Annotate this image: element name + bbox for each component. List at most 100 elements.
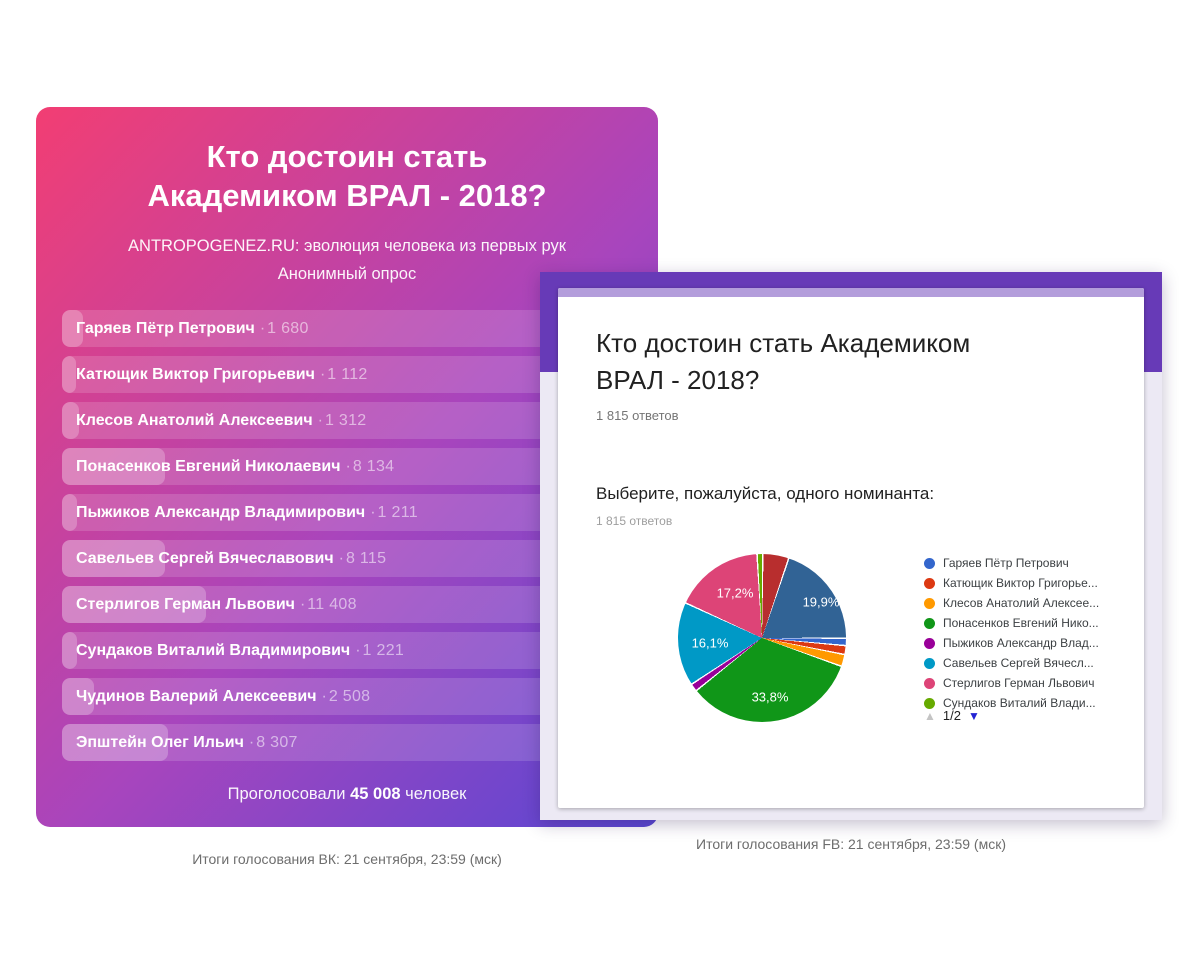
vk-option-separator: · (319, 366, 326, 383)
vk-option-votes: 1 680 (267, 320, 309, 337)
legend-item-label: Гаряев Пётр Петрович (943, 556, 1069, 570)
vk-option-separator: · (321, 688, 327, 705)
legend-color-dot-icon (924, 697, 935, 709)
form-title: Кто достоин стать Академиком ВРАЛ - 2018… (596, 328, 971, 395)
vk-option-progress-bar (62, 356, 77, 393)
legend-item: Гаряев Пётр Петрович (924, 556, 1099, 570)
legend-item: Савельев Сергей Вячесл... (924, 656, 1099, 670)
pie-slice-percent-label: 16,1% (691, 635, 729, 651)
legend-item-label: Катющик Виктор Григорье... (943, 576, 1098, 590)
pie-slice-percent-label: 17,2% (716, 585, 754, 601)
vk-poll-option-row[interactable]: Клесов Анатолий Алексеевич · 1 312 (62, 402, 633, 439)
vk-option-votes: 8 134 (352, 458, 395, 475)
vk-poll-title-line2: Академиком ВРАЛ - 2018? (147, 178, 547, 213)
form-responses-count: 1 815 ответов (596, 408, 679, 423)
vk-option-votes: 11 408 (307, 596, 357, 613)
vk-poll-card: Кто достоин стать Академиком ВРАЛ - 2018… (36, 107, 658, 827)
legend-item: Понасенков Евгений Нико... (924, 616, 1099, 630)
legend-color-dot-icon (924, 577, 935, 589)
vk-option-separator: · (248, 734, 255, 751)
vk-option-name: Савельев Сергей Вячеславович (76, 550, 334, 567)
vk-option-progress-bar (62, 494, 78, 531)
legend-color-dot-icon (924, 657, 935, 669)
vk-option-votes: 1 221 (362, 642, 405, 659)
vk-option-votes: 1 211 (377, 504, 418, 521)
form-card-accent-strip (558, 288, 1144, 297)
vk-poll-title-line1: Кто достоин стать (206, 139, 488, 174)
vk-poll-options-list: Гаряев Пётр Петрович · 1 680 Катющик Викто… (62, 310, 633, 770)
legend-item-label: Сундаков Виталий Влади... (943, 696, 1096, 710)
vk-option-separator: · (317, 412, 323, 429)
vk-option-votes: 8 307 (256, 734, 298, 751)
legend-item: Катющик Виктор Григорье... (924, 576, 1099, 590)
vk-poll-option-row[interactable]: Катющик Виктор Григорьевич · 1 112 (62, 356, 633, 393)
legend-color-dot-icon (924, 557, 935, 569)
vk-poll-subtitle: ANTROPOGENEZ.RU: эволюция человека из пе… (128, 237, 566, 255)
vk-option-name: Понасенков Евгений Николаевич (76, 458, 341, 475)
vk-poll-option-row[interactable]: Пыжиков Александр Владимирович · 1 211 (62, 494, 633, 531)
legend-color-dot-icon (924, 637, 935, 649)
legend-item: Стерлигов Герман Львович (924, 676, 1099, 690)
legend-item-label: Понасенков Евгений Нико... (943, 616, 1099, 630)
google-form-panel: Кто достоин стать Академиком ВРАЛ - 2018… (540, 272, 1162, 820)
vk-poll-footer: Проголосовали 45 008 человек (36, 785, 658, 804)
vk-option-progress-bar (62, 632, 78, 669)
vk-option-separator: · (355, 642, 361, 659)
form-results-card: Кто достоин стать Академиком ВРАЛ - 2018… (558, 288, 1144, 808)
vk-option-separator: · (259, 320, 266, 337)
legend-item-label: Савельев Сергей Вячесл... (943, 656, 1094, 670)
pie-chart: 19,9% 33,8% 16,1% 17,2% (678, 554, 846, 722)
vk-footer-suffix: человек (400, 785, 467, 803)
legend-item: Пыжиков Александр Влад... (924, 636, 1099, 650)
legend-item-label: Клесов Анатолий Алексее... (943, 596, 1100, 610)
vk-poll-option-row[interactable]: Савельев Сергей Вячеславович · 8 115 (62, 540, 633, 577)
fb-results-caption: Итоги голосования FB: 21 сентября, 23:59… (696, 836, 1006, 852)
vk-option-name: Катющик Виктор Григорьевич (76, 366, 315, 383)
vk-poll-type: Анонимный опрос (277, 265, 417, 283)
legend-page-down-icon[interactable]: ▼ (967, 708, 980, 723)
legend-item-label: Стерлигов Герман Львович (943, 676, 1095, 690)
legend-item: Клесов Анатолий Алексее... (924, 596, 1099, 610)
vk-option-separator: · (299, 596, 306, 613)
legend-color-dot-icon (924, 617, 935, 629)
legend-color-dot-icon (924, 677, 935, 689)
vk-poll-option-row[interactable]: Эпштейн Олег Ильич · 8 307 (62, 724, 633, 761)
vk-option-progress-bar (62, 678, 94, 715)
legend-page-indicator: 1/2 (942, 708, 961, 723)
vk-total-votes: 45 008 (350, 785, 401, 803)
vk-option-votes: 8 115 (345, 550, 387, 567)
vk-option-separator: · (370, 504, 376, 521)
vk-option-progress-bar (62, 724, 168, 761)
vk-poll-option-row[interactable]: Сундаков Виталий Владимирович · 1 221 (62, 632, 633, 669)
vk-option-votes: 1 312 (324, 412, 367, 429)
form-question-responses: 1 815 ответов (596, 514, 673, 528)
legend-color-dot-icon (924, 597, 935, 609)
vk-option-progress-bar (62, 586, 207, 623)
vk-poll-title: Кто достоин стать Академиком ВРАЛ - 2018… (56, 137, 638, 215)
vk-option-progress-bar (62, 540, 165, 577)
vk-poll-option-row[interactable]: Понасенков Евгений Николаевич · 8 134 (62, 448, 633, 485)
vk-option-separator: · (345, 458, 351, 475)
vk-poll-option-row[interactable]: Стерлигов Герман Львович · 11 408 (62, 586, 633, 623)
vk-option-name: Чудинов Валерий Алексеевич (76, 688, 317, 705)
vk-option-name: Эпштейн Олег Ильич (76, 734, 244, 751)
pie-slice-percent-label: 33,8% (751, 689, 789, 705)
vk-option-votes: 1 112 (327, 366, 368, 383)
vk-option-name: Клесов Анатолий Алексеевич (76, 412, 313, 429)
form-question-title: Выберите, пожалуйста, одного номинанта: (596, 484, 935, 503)
pie-chart-legend: Гаряев Пётр Петрович Катющик Виктор Григ… (924, 556, 1099, 716)
pie-slice-percent-label: 19,9% (802, 594, 840, 610)
vk-option-name: Стерлигов Герман Львович (76, 596, 295, 613)
vk-option-votes: 2 508 (328, 688, 371, 705)
vk-option-progress-bar (62, 402, 79, 439)
vk-option-progress-bar (62, 310, 84, 347)
vk-option-progress-bar (62, 448, 166, 485)
legend-pagination: ▲ 1/2 ▼ (924, 708, 980, 723)
legend-item: Сундаков Виталий Влади... (924, 696, 1099, 710)
vk-option-name: Гаряев Пётр Петрович (76, 320, 255, 337)
legend-page-up-icon[interactable]: ▲ (924, 708, 936, 723)
vk-footer-prefix: Проголосовали (227, 785, 351, 803)
vk-poll-option-row[interactable]: Чудинов Валерий Алексеевич · 2 508 (62, 678, 633, 715)
vk-poll-option-row[interactable]: Гаряев Пётр Петрович · 1 680 (62, 310, 633, 347)
vk-option-separator: · (338, 550, 344, 567)
